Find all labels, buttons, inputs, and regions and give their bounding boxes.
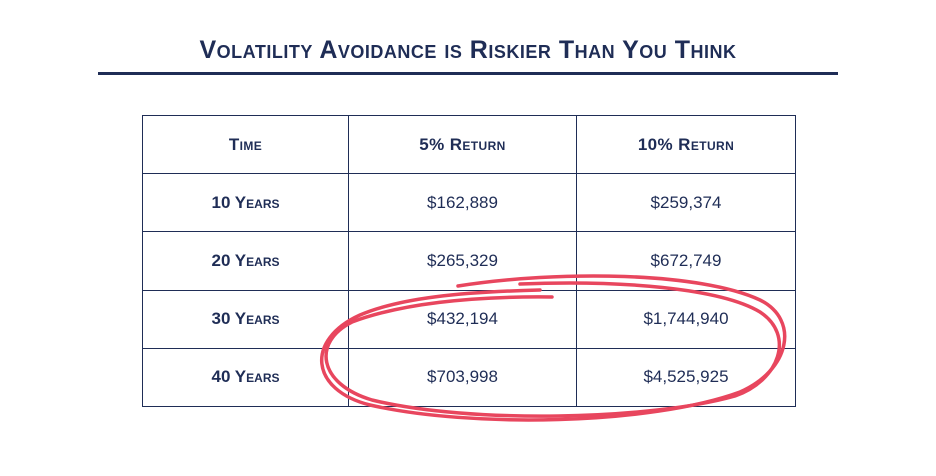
returns-table: Time 5% Return 10% Return 10 Years $162,… (142, 114, 796, 408)
row-10pct-value: $672,749 (576, 231, 796, 291)
row-10pct-value: $1,744,940 (576, 289, 796, 349)
table-row: 20 Years $265,329 $672,749 (142, 231, 796, 291)
row-time: 20 Years (142, 231, 349, 291)
header-time: Time (142, 114, 349, 175)
header-10pct-return: 10% Return (576, 114, 796, 175)
row-10pct-value: $259,374 (576, 173, 796, 233)
table-row: 40 Years $703,998 $4,525,925 (142, 347, 796, 408)
page-title: Volatility Avoidance is Riskier Than You… (199, 36, 737, 64)
row-5pct-value: $162,889 (348, 173, 577, 233)
row-5pct-value: $265,329 (348, 231, 577, 291)
header-5pct-return: 5% Return (348, 114, 577, 175)
row-time: 10 Years (142, 173, 349, 233)
row-10pct-value: $4,525,925 (576, 347, 796, 408)
title-underline (98, 72, 838, 75)
table-header-row: Time 5% Return 10% Return (142, 114, 796, 175)
table-row: 30 Years $432,194 $1,744,940 (142, 289, 796, 349)
row-5pct-value: $432,194 (348, 289, 577, 349)
row-5pct-value: $703,998 (348, 347, 577, 408)
table-row: 10 Years $162,889 $259,374 (142, 173, 796, 233)
row-time: 30 Years (142, 289, 349, 349)
row-time: 40 Years (142, 347, 349, 408)
